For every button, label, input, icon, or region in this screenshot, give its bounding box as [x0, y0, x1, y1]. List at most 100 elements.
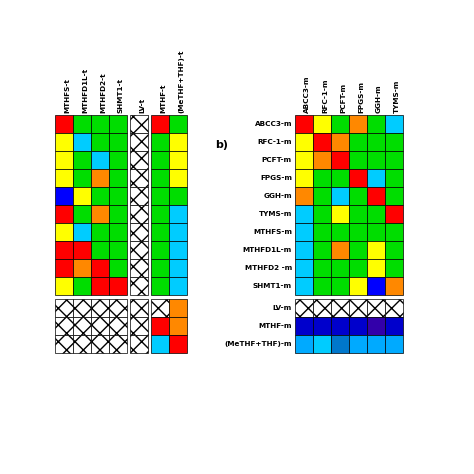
- Bar: [91, 335, 109, 353]
- Bar: [349, 151, 367, 169]
- Bar: [367, 277, 385, 295]
- Bar: [367, 205, 385, 223]
- Bar: [385, 151, 403, 169]
- Bar: [130, 335, 148, 353]
- Bar: [349, 317, 367, 335]
- Bar: [169, 259, 187, 277]
- Bar: [331, 317, 349, 335]
- Bar: [367, 169, 385, 187]
- Bar: [73, 223, 91, 241]
- Bar: [91, 169, 109, 187]
- Bar: [295, 299, 313, 317]
- Text: MTHFD2 -m: MTHFD2 -m: [245, 265, 292, 271]
- Bar: [73, 317, 91, 335]
- Text: (MeTHF+THF)-t: (MeTHF+THF)-t: [178, 50, 184, 113]
- Bar: [295, 133, 313, 151]
- Text: MTHFD2-t: MTHFD2-t: [100, 73, 106, 113]
- Bar: [313, 223, 331, 241]
- Text: FPGS-m: FPGS-m: [260, 175, 292, 181]
- Bar: [109, 335, 127, 353]
- Bar: [55, 115, 73, 133]
- Bar: [73, 205, 91, 223]
- Bar: [331, 133, 349, 151]
- Bar: [91, 115, 109, 133]
- Text: GGH-m: GGH-m: [264, 193, 292, 199]
- Bar: [109, 299, 127, 317]
- Bar: [91, 317, 109, 335]
- Bar: [109, 259, 127, 277]
- Bar: [130, 241, 148, 259]
- Bar: [385, 259, 403, 277]
- Bar: [151, 151, 169, 169]
- Bar: [295, 277, 313, 295]
- Bar: [130, 205, 148, 223]
- Text: MTHFD1L-m: MTHFD1L-m: [243, 247, 292, 253]
- Bar: [130, 115, 148, 133]
- Bar: [151, 317, 169, 335]
- Bar: [331, 169, 349, 187]
- Bar: [169, 317, 187, 335]
- Bar: [151, 115, 169, 133]
- Bar: [331, 299, 349, 317]
- Text: MTHFD1L-t: MTHFD1L-t: [82, 68, 88, 113]
- Bar: [73, 241, 91, 259]
- Bar: [385, 317, 403, 335]
- Bar: [169, 133, 187, 151]
- Bar: [73, 169, 91, 187]
- Bar: [385, 299, 403, 317]
- Bar: [295, 151, 313, 169]
- Bar: [151, 187, 169, 205]
- Bar: [349, 169, 367, 187]
- Bar: [295, 187, 313, 205]
- Bar: [169, 299, 187, 317]
- Bar: [313, 187, 331, 205]
- Text: MTHFS-t: MTHFS-t: [64, 78, 70, 113]
- Bar: [169, 335, 187, 353]
- Bar: [169, 151, 187, 169]
- Bar: [367, 259, 385, 277]
- Bar: [151, 241, 169, 259]
- Bar: [109, 277, 127, 295]
- Bar: [91, 299, 109, 317]
- Bar: [313, 317, 331, 335]
- Bar: [385, 187, 403, 205]
- Text: TYMS-m: TYMS-m: [394, 80, 400, 113]
- Bar: [349, 187, 367, 205]
- Bar: [91, 277, 109, 295]
- Bar: [367, 335, 385, 353]
- Bar: [385, 133, 403, 151]
- Bar: [331, 151, 349, 169]
- Bar: [151, 259, 169, 277]
- Bar: [55, 277, 73, 295]
- Bar: [73, 133, 91, 151]
- Bar: [73, 335, 91, 353]
- Bar: [73, 299, 91, 317]
- Bar: [91, 223, 109, 241]
- Text: ABCC3-m: ABCC3-m: [304, 75, 310, 113]
- Bar: [385, 241, 403, 259]
- Bar: [385, 223, 403, 241]
- Bar: [151, 133, 169, 151]
- Bar: [331, 223, 349, 241]
- Bar: [349, 241, 367, 259]
- Text: MTHF-m: MTHF-m: [258, 323, 292, 329]
- Bar: [349, 115, 367, 133]
- Bar: [349, 259, 367, 277]
- Bar: [169, 187, 187, 205]
- Bar: [331, 115, 349, 133]
- Bar: [91, 133, 109, 151]
- Bar: [73, 277, 91, 295]
- Bar: [55, 317, 73, 335]
- Bar: [73, 151, 91, 169]
- Bar: [151, 299, 169, 317]
- Bar: [130, 151, 148, 169]
- Bar: [331, 259, 349, 277]
- Bar: [169, 115, 187, 133]
- Bar: [349, 223, 367, 241]
- Text: MTHFS-m: MTHFS-m: [253, 229, 292, 235]
- Bar: [130, 133, 148, 151]
- Bar: [109, 205, 127, 223]
- Bar: [295, 259, 313, 277]
- Text: b): b): [215, 140, 228, 150]
- Bar: [169, 169, 187, 187]
